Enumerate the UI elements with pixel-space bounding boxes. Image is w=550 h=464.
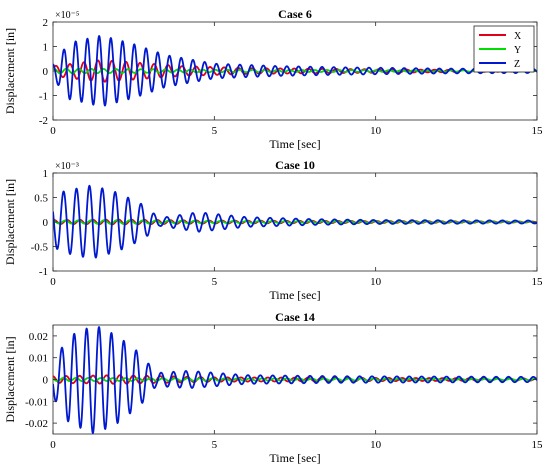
legend-label-y: Y — [514, 45, 521, 56]
y-tick-label: 0.5 — [34, 193, 48, 205]
x-tick-label: 0 — [50, 276, 56, 288]
y-tick-label: 0 — [43, 66, 49, 78]
x-tick-label: 15 — [532, 125, 544, 137]
chart-title: Case 10 — [275, 158, 315, 172]
series-group — [53, 326, 537, 434]
y-exponent-label: ×10⁻⁵ — [55, 10, 79, 21]
series-line-z — [53, 326, 537, 434]
y-axis-label: Displacement [in] — [3, 336, 17, 422]
y-axis-label: Displacement [in] — [3, 179, 17, 265]
series-group — [53, 184, 537, 259]
y-tick-label: -0.5 — [31, 242, 49, 254]
y-tick-label: -0.01 — [25, 396, 48, 408]
y-tick-label: 0 — [43, 217, 49, 229]
legend: XYZ — [473, 25, 535, 73]
legend-label-z: Z — [514, 59, 520, 70]
y-tick-label: 1 — [43, 168, 49, 180]
x-tick-label: 10 — [370, 125, 382, 137]
series-line-z — [53, 184, 537, 259]
x-tick-label: 15 — [532, 439, 544, 451]
y-tick-label: 1 — [43, 42, 49, 54]
x-axis-label: Time [sec] — [269, 288, 320, 302]
x-tick-label: 5 — [212, 125, 218, 137]
y-tick-label: -1 — [39, 266, 48, 278]
y-tick-label: 0.01 — [29, 353, 48, 365]
y-tick-label: 2 — [43, 17, 49, 29]
y-exponent-label: ×10⁻³ — [55, 161, 79, 172]
chart-panel-1: 0 5 10 15 -2 -1 0 1 2 ×10⁻⁵ Case 6 Time [sec] Displa… — [3, 7, 543, 151]
y-tick-label: -1 — [39, 91, 48, 103]
x-axis-label: Time [sec] — [269, 137, 320, 151]
x-axis-label: Time [sec] — [269, 451, 320, 464]
chart-panel-2: 0 5 10 15 -1 -0.5 0 0.5 1 ×10⁻³ Case 10 Time [sec] D… — [3, 158, 543, 302]
y-tick-label: -0.02 — [25, 418, 48, 430]
x-tick-label: 5 — [212, 276, 218, 288]
chart-title: Case 6 — [278, 7, 312, 21]
x-tick-label: 15 — [532, 276, 544, 288]
x-tick-label: 0 — [50, 125, 56, 137]
y-axis-label: Displacement [in] — [3, 28, 17, 114]
series-group — [53, 35, 537, 107]
y-tick-label: -2 — [39, 115, 48, 127]
x-tick-label: 0 — [50, 439, 56, 451]
x-tick-label: 5 — [212, 439, 218, 451]
chart-title: Case 14 — [275, 310, 315, 324]
chart-panel-3: 0 5 10 15 -0.02 -0.01 0 0.01 0.02 Case 14 Time [se… — [3, 310, 543, 464]
x-tick-label: 10 — [370, 276, 382, 288]
y-tick-label: 0.02 — [29, 331, 48, 343]
x-tick-label: 10 — [370, 439, 382, 451]
series-line-y — [53, 219, 537, 225]
legend-label-x: X — [514, 31, 522, 42]
y-tick-label: 0 — [43, 375, 49, 387]
series-line-z — [53, 35, 537, 107]
